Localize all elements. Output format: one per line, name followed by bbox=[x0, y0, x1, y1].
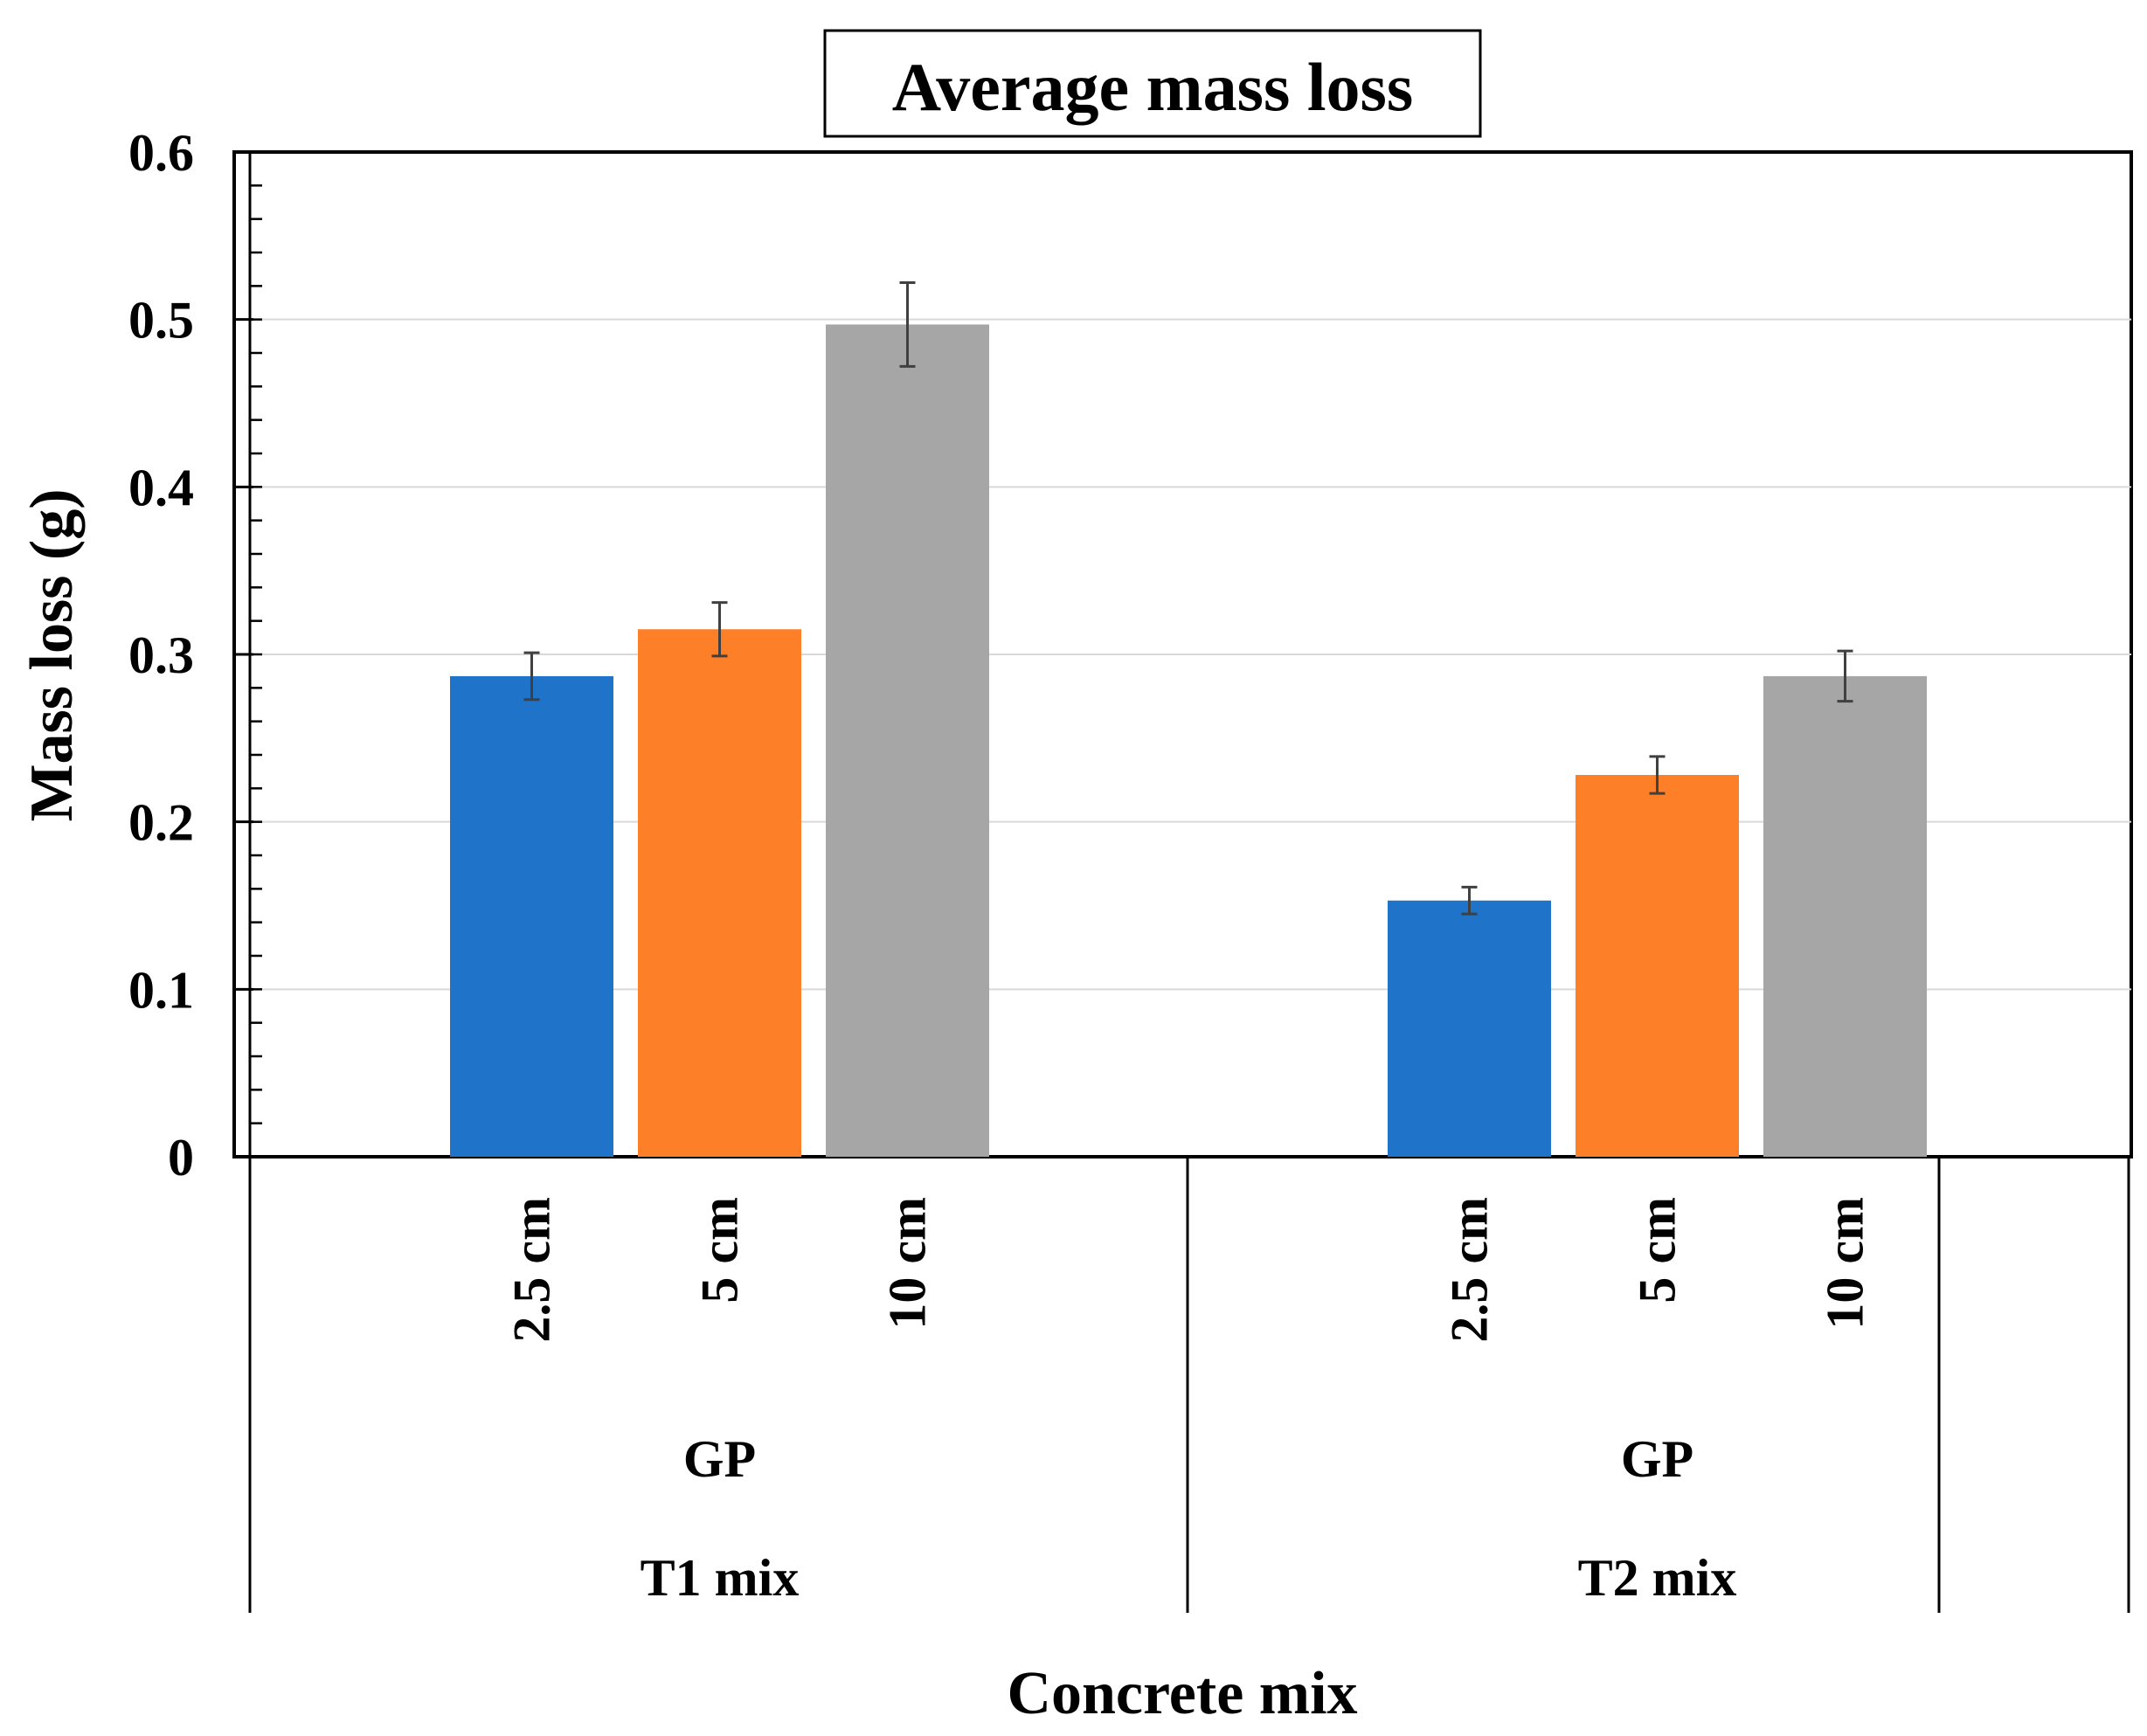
x-group-type-label: GP bbox=[1621, 1430, 1693, 1488]
minor-ticks bbox=[234, 150, 262, 1158]
y-tick-label: 0 bbox=[168, 1129, 194, 1186]
chart-title: Average mass loss bbox=[892, 49, 1413, 125]
bar-2-2-5-cm bbox=[1388, 900, 1551, 1157]
error-bars bbox=[523, 281, 1853, 916]
x-category-label: 5 cm bbox=[1629, 1197, 1686, 1304]
bar-1-5-cm bbox=[638, 629, 801, 1157]
x-category-label: 10 cm bbox=[1817, 1197, 1874, 1330]
y-tick-labels: 0 0.1 0.2 0.3 0.4 0.5 0.6 bbox=[128, 124, 194, 1186]
y-tick-label: 0.6 bbox=[128, 124, 194, 182]
x-category-label: 10 cm bbox=[879, 1197, 937, 1330]
y-tick-label: 0.4 bbox=[128, 459, 194, 516]
bar-1-10-cm bbox=[826, 324, 989, 1158]
x-category-label: 2.5 cm bbox=[503, 1197, 561, 1343]
y-tick-label: 0.1 bbox=[128, 961, 194, 1019]
y-tick-label: 0.5 bbox=[128, 292, 194, 349]
bar-1-2-5-cm bbox=[450, 675, 613, 1157]
bars bbox=[450, 324, 1927, 1158]
x-axis-structure: 2.5 cm 5 cm 10 cm 2.5 cm 5 cm 10 cm GP T1 mix GP… bbox=[248, 1157, 2130, 1613]
x-group-mix-label: T1 mix bbox=[641, 1549, 800, 1607]
bar-2-10-cm bbox=[1763, 675, 1927, 1157]
y-axis-title: Mass loss (g) bbox=[18, 488, 86, 821]
y-tick-label: 0.3 bbox=[128, 626, 194, 684]
bar-2-5-cm bbox=[1576, 775, 1739, 1157]
x-category-label: 5 cm bbox=[691, 1197, 749, 1304]
x-group-type-label: GP bbox=[683, 1430, 756, 1488]
x-axis-title: Concrete mix bbox=[1007, 1660, 1357, 1727]
x-group-mix-label: T2 mix bbox=[1578, 1549, 1737, 1607]
x-category-label: 2.5 cm bbox=[1441, 1197, 1499, 1343]
title-box bbox=[823, 29, 1482, 138]
y-tick-label: 0.2 bbox=[128, 794, 194, 852]
